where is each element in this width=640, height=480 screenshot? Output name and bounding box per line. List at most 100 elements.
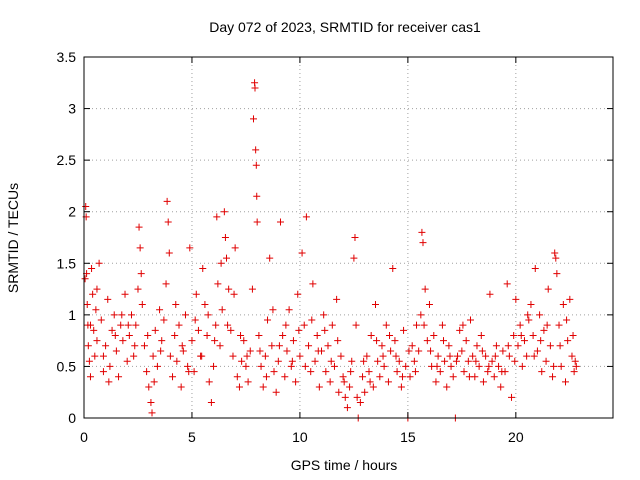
data-point	[503, 280, 511, 288]
data-point	[121, 290, 129, 298]
data-point	[124, 321, 132, 329]
data-point	[365, 368, 373, 376]
data-point	[482, 352, 490, 360]
data-point	[322, 368, 330, 376]
data-point	[224, 321, 232, 329]
y-tick-label: 2	[68, 204, 76, 220]
y-axis-label: SRMTID / TECUs	[5, 183, 21, 293]
data-point	[134, 285, 142, 293]
data-point	[138, 301, 146, 309]
data-point	[559, 301, 567, 309]
data-point	[367, 331, 375, 339]
data-point	[546, 342, 554, 350]
data-point	[163, 197, 171, 205]
data-point	[221, 234, 229, 241]
data-point	[210, 362, 218, 370]
data-point	[252, 161, 260, 169]
data-point	[464, 357, 472, 365]
data-point	[462, 337, 470, 345]
data-point	[516, 321, 524, 329]
data-point	[348, 357, 356, 365]
data-point	[169, 373, 177, 381]
data-point	[499, 347, 507, 355]
data-point	[392, 352, 400, 360]
data-point	[405, 347, 413, 355]
data-point	[398, 373, 406, 381]
data-point	[237, 331, 245, 339]
data-point	[529, 331, 537, 339]
data-point	[508, 393, 516, 401]
data-point	[279, 331, 287, 339]
data-point	[292, 378, 300, 386]
data-point	[479, 378, 487, 386]
grid-layer	[84, 57, 613, 418]
data-point	[119, 337, 127, 345]
data-point	[216, 342, 224, 350]
data-point	[459, 321, 467, 329]
data-point	[244, 378, 252, 386]
data-point	[454, 352, 462, 360]
data-point	[549, 373, 557, 381]
data-point	[218, 306, 226, 314]
data-point	[160, 316, 168, 324]
data-point	[497, 383, 505, 391]
data-point	[420, 321, 428, 329]
data-point	[557, 362, 565, 370]
data-point	[274, 357, 282, 365]
data-point	[447, 362, 455, 370]
data-point	[473, 342, 481, 350]
y-tick-label: 0.5	[57, 358, 77, 374]
data-point	[359, 373, 367, 381]
data-point	[569, 331, 577, 339]
data-point	[446, 352, 454, 360]
data-point	[289, 337, 297, 345]
data-point	[225, 285, 233, 293]
data-point	[520, 337, 528, 345]
data-point	[339, 373, 347, 381]
data-point	[531, 264, 539, 272]
data-point	[300, 321, 308, 329]
data-point	[551, 249, 559, 257]
data-point	[563, 316, 571, 324]
data-point	[410, 357, 418, 365]
data-point	[172, 301, 180, 309]
data-point	[217, 259, 225, 267]
data-point	[517, 331, 525, 339]
data-point	[514, 342, 522, 350]
data-point	[430, 331, 438, 339]
y-tick-label: 0	[68, 410, 76, 426]
data-point	[131, 342, 139, 350]
data-point	[162, 280, 170, 288]
data-point	[466, 316, 474, 324]
y-tick-label: 2.5	[57, 152, 77, 168]
chart-title: Day 072 of 2023, SRMTID for receiver cas…	[209, 19, 481, 35]
data-point	[511, 357, 519, 365]
data-point	[352, 321, 360, 329]
data-point	[288, 357, 296, 365]
data-point	[550, 362, 558, 370]
data-point	[469, 352, 477, 360]
data-point	[85, 357, 93, 365]
data-point	[301, 362, 309, 370]
data-point	[285, 306, 293, 314]
data-point	[86, 321, 94, 329]
data-point	[144, 331, 152, 339]
data-point	[227, 326, 235, 334]
data-point	[475, 362, 483, 370]
data-point	[251, 84, 259, 92]
data-point	[248, 285, 256, 293]
data-point	[391, 337, 399, 345]
data-point	[88, 264, 96, 272]
data-point	[411, 368, 419, 376]
data-point	[478, 347, 486, 355]
data-point	[346, 383, 354, 391]
data-point	[302, 213, 310, 221]
x-tick-label: 15	[400, 429, 416, 445]
data-point	[287, 362, 295, 370]
data-point	[184, 362, 192, 370]
data-point	[490, 373, 498, 381]
data-point	[198, 352, 206, 360]
data-point	[456, 326, 464, 334]
data-point	[544, 285, 552, 293]
